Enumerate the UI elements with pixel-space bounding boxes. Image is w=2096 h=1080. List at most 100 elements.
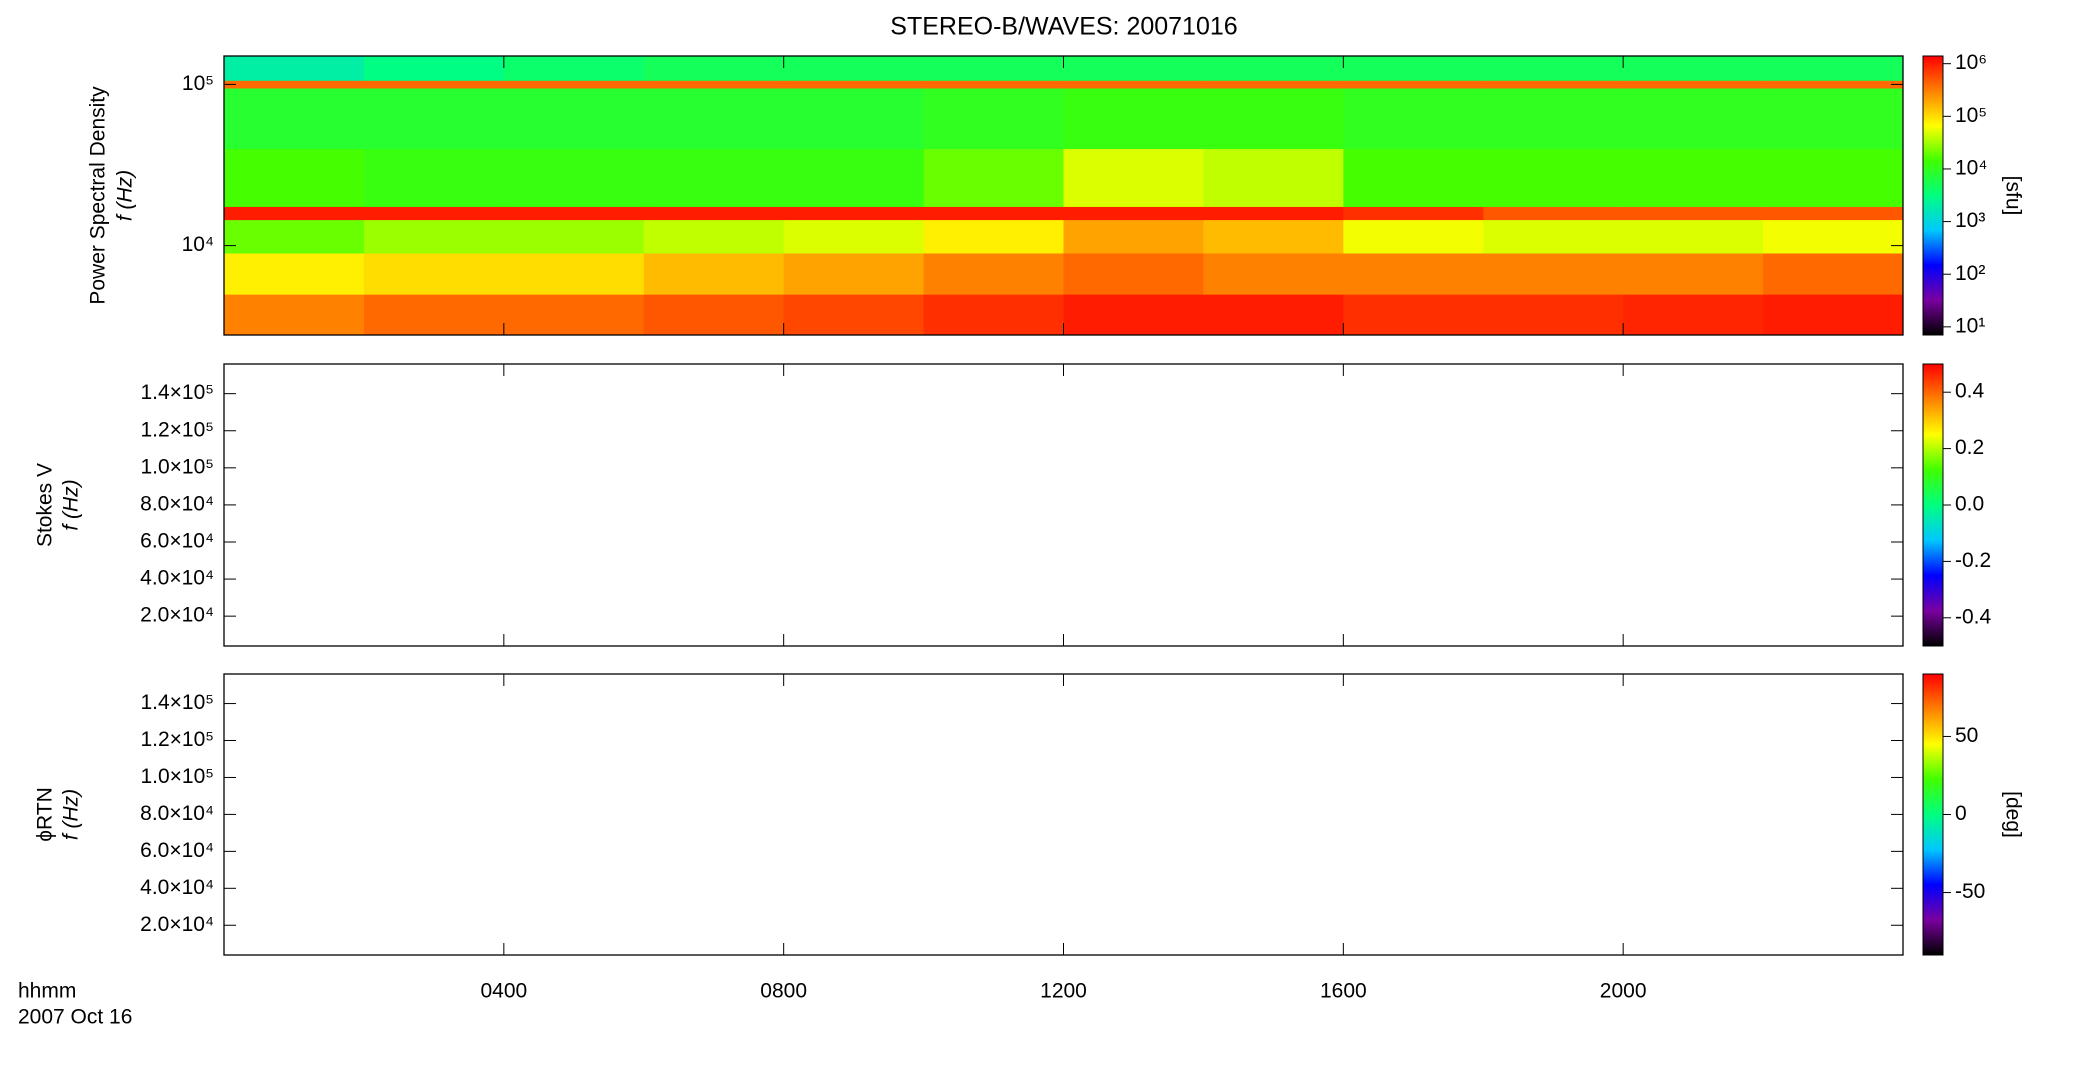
heatmap-cell — [503, 56, 645, 81]
heatmap-cell — [1763, 294, 1904, 336]
y-tick-label: 1.4×10⁵ — [140, 691, 214, 714]
heatmap-cell — [224, 87, 365, 150]
heatmap-cell — [1763, 219, 1904, 254]
heatmap-cell — [1763, 252, 1904, 295]
colorbar-tick-label: 10¹ — [1955, 314, 1985, 337]
heatmap-cell — [1763, 56, 1904, 81]
y-tick-label: 10⁴ — [182, 233, 214, 256]
plot-frame — [223, 363, 1904, 647]
x-tick-label: 1600 — [1320, 980, 1367, 1003]
heatmap-cell — [1343, 206, 1484, 221]
heatmap-cell — [363, 206, 505, 221]
y-tick-label: 6.0×10⁴ — [140, 530, 214, 553]
y-tick-label: 1.4×10⁵ — [140, 381, 214, 404]
colorbar-tick-label: 0 — [1955, 802, 1967, 825]
heatmap-cell — [1203, 87, 1344, 150]
heatmap-cell — [1203, 294, 1344, 336]
y-tick-label: 10⁵ — [182, 72, 214, 95]
colorbar-label: [sfu] — [2001, 176, 2024, 216]
colorbar-tick-label: 10⁵ — [1955, 104, 1987, 127]
heatmap-cell — [1763, 80, 1904, 89]
heatmap-cell — [783, 87, 925, 150]
heatmap-cell — [1063, 252, 1204, 295]
y-tick-label: 4.0×10⁴ — [140, 567, 214, 590]
heatmap-cell — [363, 148, 505, 207]
heatmap-cell — [923, 294, 1064, 336]
heatmap-cell — [1343, 80, 1484, 89]
heatmap-cell — [1623, 80, 1764, 89]
heatmap-cell — [1343, 219, 1484, 254]
heatmap-cell — [503, 87, 645, 150]
heatmap-cell — [1483, 87, 1624, 150]
heatmap-cell — [923, 206, 1064, 221]
heatmap-cell — [1063, 219, 1204, 254]
y-tick-label: 1.2×10⁵ — [140, 728, 214, 751]
heatmap-cell — [1343, 148, 1484, 207]
heatmap-cell — [643, 206, 785, 221]
colorbar-tick-label: -0.2 — [1955, 549, 1991, 572]
colorbar-tick-label: 10³ — [1955, 209, 1985, 232]
heatmap-cell — [224, 148, 365, 207]
x-tick-label: 2000 — [1600, 980, 1647, 1003]
y-axis-label: ϕRTN — [34, 787, 57, 842]
heatmap-cell — [1623, 148, 1764, 207]
heatmap-cell — [643, 80, 785, 89]
heatmap-cell — [363, 80, 505, 89]
heatmap-cell — [1483, 219, 1624, 254]
heatmap-cell — [1623, 219, 1764, 254]
heatmap-cell — [643, 219, 785, 254]
heatmap-cell — [224, 219, 365, 254]
heatmap-cell — [923, 219, 1064, 254]
heatmap-cell — [503, 294, 645, 336]
y-axis-label: f (Hz) — [60, 789, 83, 840]
heatmap-cell — [923, 56, 1064, 81]
x-tick-label: 0800 — [760, 980, 807, 1003]
heatmap-cell — [1203, 252, 1344, 295]
heatmap-cell — [643, 87, 785, 150]
heatmap-cell — [783, 219, 925, 254]
heatmap-cell — [783, 206, 925, 221]
heatmap-cell — [1063, 80, 1204, 89]
heatmap-cell — [1623, 56, 1764, 81]
heatmap-cell — [1623, 252, 1764, 295]
heatmap-cell — [783, 294, 925, 336]
heatmap-cell — [363, 252, 505, 295]
heatmap-cell — [643, 56, 785, 81]
heatmap-cell — [783, 80, 925, 89]
x-tick-label: 1200 — [1040, 980, 1087, 1003]
heatmap-cell — [224, 206, 365, 221]
heatmap-cell — [1203, 206, 1344, 221]
heatmap-cell — [363, 294, 505, 336]
x-axis-label: hhmm — [18, 980, 76, 1003]
heatmap-cell — [1343, 294, 1484, 336]
chart-title: STEREO-B/WAVES: 20071016 — [890, 13, 1237, 41]
colorbar-tick-label: 0.4 — [1955, 380, 1985, 403]
heatmap-cell — [1203, 56, 1344, 81]
colorbar-tick-label: 10⁴ — [1955, 157, 1987, 180]
heatmap-cell — [1483, 56, 1624, 81]
heatmap-cell — [1063, 294, 1204, 336]
colorbar-label: [deg] — [2001, 791, 2024, 838]
heatmap-cell — [503, 252, 645, 295]
heatmap-cell — [1623, 294, 1764, 336]
heatmap-cell — [1343, 87, 1484, 150]
y-tick-label: 1.0×10⁵ — [140, 765, 214, 788]
colorbar — [1922, 673, 1944, 956]
heatmap-cell — [923, 80, 1064, 89]
heatmap-cell — [363, 87, 505, 150]
heatmap-cell — [224, 80, 365, 89]
colorbar-tick-label: 0.2 — [1955, 436, 1984, 459]
heatmap-cell — [1063, 206, 1204, 221]
heatmap-cell — [923, 148, 1064, 207]
y-tick-label: 1.0×10⁵ — [140, 455, 214, 478]
heatmap-cell — [503, 219, 645, 254]
heatmap-cell — [1483, 252, 1624, 295]
y-tick-label: 2.0×10⁴ — [140, 604, 214, 627]
heatmap-cell — [363, 56, 505, 81]
heatmap-cell — [1763, 148, 1904, 207]
heatmap-cell — [1483, 206, 1624, 221]
y-axis-label: f (Hz) — [60, 479, 83, 530]
colorbar — [1922, 363, 1944, 647]
heatmap-cell — [1623, 206, 1764, 221]
